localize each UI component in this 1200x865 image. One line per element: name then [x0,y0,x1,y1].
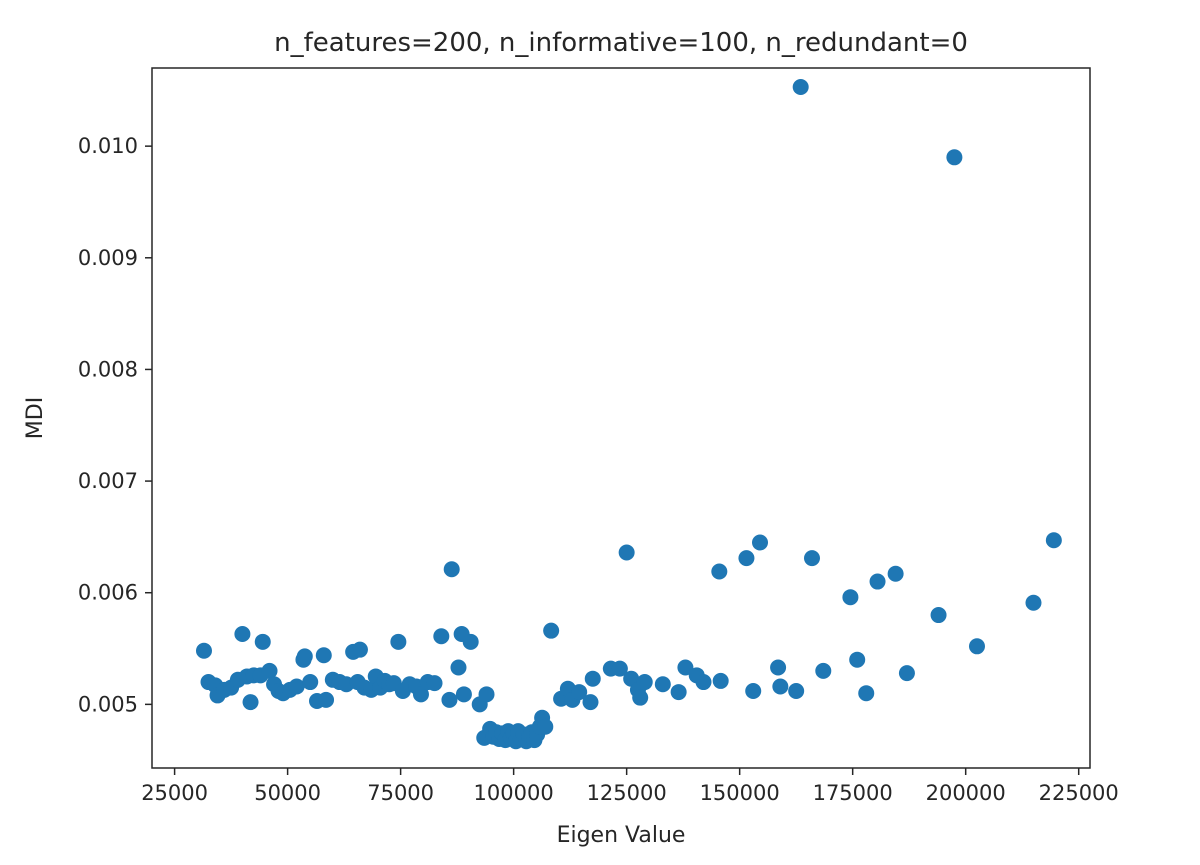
x-axis: 25000 50000 75000 100000 125000 150000 175000 2… [141,768,1119,805]
y-tick-label: 0.007 [78,469,138,493]
data-point [254,633,271,650]
data-point [1045,532,1062,549]
data-point [318,691,335,708]
data-point [296,648,313,665]
data-point [788,682,805,699]
data-point [261,662,278,679]
data-point [930,607,947,624]
x-tick-label: 25000 [141,781,208,805]
data-point [412,686,429,703]
data-point [752,534,768,551]
data-point [815,662,832,679]
data-point [968,638,985,655]
data-point [654,676,671,693]
data-point [745,682,762,699]
data-point [302,674,319,691]
data-point [1025,594,1042,611]
plot-frame [151,67,1091,769]
data-point [242,694,259,711]
y-tick-label: 0.006 [78,581,138,605]
data-point [426,675,443,692]
data-point [858,685,875,702]
data-point [582,694,599,711]
data-point [571,684,588,701]
data-point [803,550,820,567]
x-tick-label: 75000 [367,781,434,805]
data-point [695,674,712,691]
x-tick-label: 200000 [926,781,1006,805]
y-tick-label: 0.009 [78,246,138,270]
data-point [234,626,251,643]
data-point [455,686,472,703]
data-point [946,149,963,166]
data-point [772,678,789,695]
data-point [450,659,467,676]
data-point [792,78,809,95]
data-point [584,670,601,687]
data-point [351,641,368,658]
y-tick-label: 0.010 [78,134,138,158]
data-point [433,628,450,645]
chart-title: n_features=200, n_informative=100, n_red… [274,28,968,58]
data-point [670,684,687,701]
data-point [390,633,407,650]
data-point [543,622,560,639]
y-tick-label: 0.005 [78,692,138,716]
data-points [195,78,1062,750]
plot-area [151,67,1091,769]
data-point [462,633,479,650]
data-point [711,563,728,580]
x-tick-label: 50000 [254,781,321,805]
data-point [677,659,694,676]
data-point [618,544,635,561]
x-tick-label: 225000 [1039,781,1119,805]
data-point [636,674,653,691]
data-point [898,665,915,682]
x-axis-label: Eigen Value [557,823,686,848]
data-point [441,691,458,708]
data-point [611,660,628,677]
x-tick-label: 150000 [700,781,780,805]
data-point [887,565,904,582]
data-point [195,642,212,659]
y-axis: 0.005 0.006 0.007 0.008 0.009 0.010 [78,134,152,716]
data-point [315,647,332,664]
y-axis-label: MDI [23,397,48,439]
data-point [288,678,305,695]
x-tick-label: 125000 [587,781,667,805]
data-point [537,718,554,735]
data-point [770,659,787,676]
data-point [712,672,729,689]
x-tick-label: 100000 [474,781,554,805]
data-point [738,550,755,567]
data-point [478,686,495,703]
data-point [849,651,866,668]
x-tick-label: 175000 [813,781,893,805]
data-point [842,589,859,606]
data-point [869,573,886,590]
y-tick-label: 0.008 [78,357,138,381]
data-point [632,689,649,706]
data-point [443,561,460,578]
